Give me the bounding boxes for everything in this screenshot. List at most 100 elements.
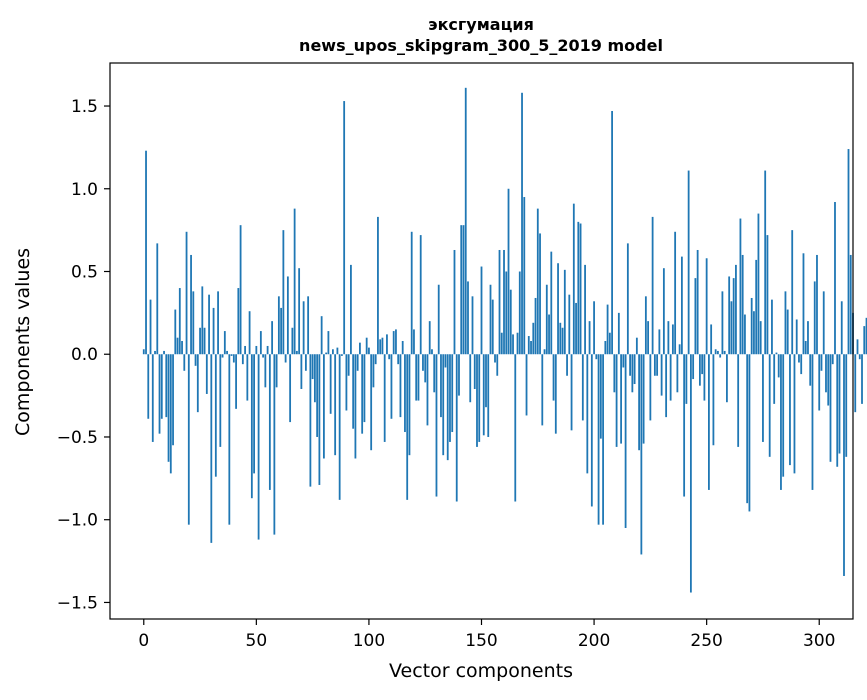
bar xyxy=(244,345,246,355)
bar xyxy=(192,291,195,355)
bar xyxy=(755,259,758,355)
bar xyxy=(419,235,422,355)
bar xyxy=(525,354,528,416)
bar xyxy=(327,331,330,355)
bar xyxy=(352,354,355,429)
bar xyxy=(802,253,805,355)
bar xyxy=(388,354,391,360)
bar xyxy=(775,352,778,355)
bar xyxy=(298,268,301,355)
bar xyxy=(275,354,278,388)
bar xyxy=(813,281,816,355)
bar xyxy=(685,354,688,404)
bar xyxy=(350,264,352,355)
bar xyxy=(521,92,523,355)
bar xyxy=(741,254,744,355)
bar xyxy=(241,354,244,365)
bar xyxy=(667,321,670,355)
bar xyxy=(273,354,276,535)
bar xyxy=(228,354,231,525)
bar xyxy=(662,268,665,355)
bar xyxy=(311,354,314,380)
bar xyxy=(829,354,832,462)
bar xyxy=(795,319,798,355)
bar xyxy=(849,254,852,355)
bar xyxy=(313,354,316,403)
bar xyxy=(730,301,733,355)
bar xyxy=(768,354,771,457)
bar xyxy=(791,230,794,355)
bar xyxy=(856,339,859,355)
bar xyxy=(822,291,825,355)
bar xyxy=(370,354,373,451)
y-axis-label: Components values xyxy=(12,248,34,436)
bar xyxy=(226,350,228,355)
bar xyxy=(861,354,863,404)
bar xyxy=(753,311,755,355)
bar xyxy=(455,354,458,502)
bar xyxy=(784,291,787,355)
y-tick-label: 0.0 xyxy=(71,345,98,365)
bar xyxy=(289,354,292,423)
bar xyxy=(415,354,418,401)
bar xyxy=(201,286,204,355)
bar xyxy=(471,296,474,355)
bar xyxy=(771,299,773,355)
bar xyxy=(680,256,683,355)
bar xyxy=(196,354,199,413)
bar xyxy=(446,354,449,461)
bar xyxy=(271,321,274,355)
bar xyxy=(845,354,848,457)
x-axis-label: Vector components xyxy=(389,660,573,682)
axes-layer: 0 50 100 150 200 250 300 −1.5 −1.0 −0.5 0.0 0.5 1.0 1… xyxy=(57,62,854,651)
bar xyxy=(489,284,492,355)
x-tick-label: 0 xyxy=(138,631,149,651)
bar xyxy=(798,354,800,363)
bar xyxy=(698,354,701,386)
y-tick-label: −1.5 xyxy=(57,593,98,613)
bar xyxy=(586,354,589,474)
bar xyxy=(827,354,830,406)
bar xyxy=(259,331,262,355)
bar xyxy=(205,354,208,394)
bar xyxy=(606,304,609,355)
bar xyxy=(491,299,494,355)
bar xyxy=(341,354,343,356)
bar xyxy=(701,354,704,375)
x-tick-label: 100 xyxy=(353,631,385,651)
bar xyxy=(476,354,478,447)
bar xyxy=(223,331,226,355)
bar xyxy=(401,341,404,355)
bar xyxy=(523,197,526,355)
bar xyxy=(246,354,249,401)
bar xyxy=(568,294,571,355)
bar xyxy=(683,354,686,497)
bar xyxy=(383,354,386,442)
bar xyxy=(406,354,409,500)
bar xyxy=(611,110,613,355)
bar xyxy=(149,299,152,355)
bar xyxy=(660,354,663,396)
bar xyxy=(503,249,505,355)
bar xyxy=(696,249,699,355)
bar xyxy=(719,354,722,358)
bar xyxy=(617,312,620,355)
y-tick-label: −1.0 xyxy=(57,511,98,531)
bar xyxy=(395,329,397,355)
bar xyxy=(714,349,717,355)
bar xyxy=(176,337,179,355)
bar xyxy=(169,354,172,474)
bar xyxy=(469,354,472,403)
bar xyxy=(250,354,253,499)
bar xyxy=(449,354,451,442)
bar xyxy=(190,254,192,355)
bar xyxy=(494,354,496,363)
bar xyxy=(723,350,726,355)
bar xyxy=(458,354,460,396)
bar xyxy=(703,354,706,401)
bars-layer xyxy=(142,87,867,593)
bar xyxy=(536,208,539,355)
bar xyxy=(757,213,760,355)
bar xyxy=(658,329,661,355)
bar xyxy=(597,354,600,525)
